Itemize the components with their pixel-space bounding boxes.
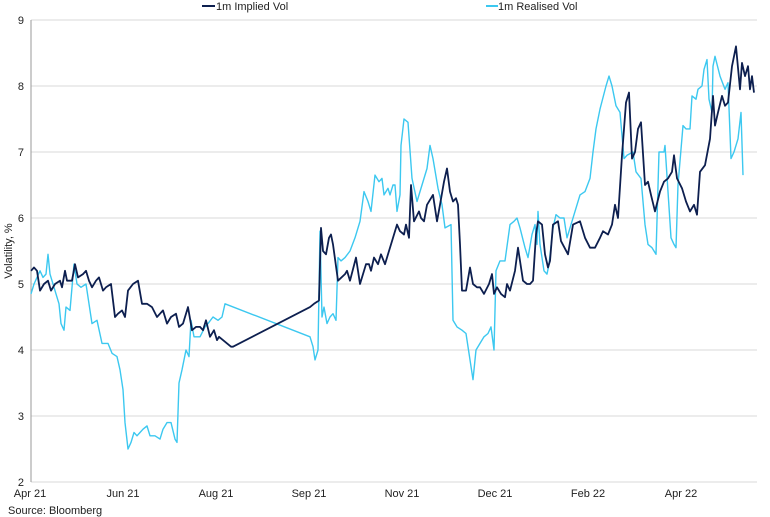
y-tick-label: 6 [18, 213, 24, 225]
x-tick-label: Nov 21 [385, 488, 420, 500]
legend-item-realised: 1m Realised Vol [486, 1, 578, 13]
x-tick-label: Sep 21 [292, 488, 327, 500]
x-tick-label: Apr 22 [665, 488, 697, 500]
source-note: Source: Bloomberg [8, 505, 102, 517]
series-line-realised-vol [30, 55, 744, 450]
y-tick-label: 8 [18, 81, 24, 93]
legend-item-implied: 1m Implied Vol [202, 1, 288, 13]
y-tick-label: 4 [18, 345, 24, 357]
x-tick-label: Apr 21 [14, 488, 46, 500]
y-tick-label: 5 [18, 279, 24, 291]
series-lines [30, 45, 755, 450]
x-tick-label: Aug 21 [199, 488, 234, 500]
y-axis-label: Volatility, % [3, 223, 15, 279]
x-tick-labels: Apr 21 Jun 21 Aug 21 Sep 21 Nov 21 Dec 21 Feb … [14, 488, 697, 500]
x-tick-label: Dec 21 [478, 488, 513, 500]
y-tick-label: 7 [18, 147, 24, 159]
legend-label-realised: 1m Realised Vol [498, 1, 578, 13]
y-tick-label: 9 [18, 15, 24, 27]
y-tick-label: 2 [18, 477, 24, 489]
x-tick-label: Jun 21 [106, 488, 139, 500]
y-tick-labels: 2 3 4 5 6 7 8 9 [18, 15, 24, 489]
x-tick-label: Feb 22 [571, 488, 605, 500]
gridlines [31, 19, 757, 483]
legend: 1m Implied Vol 1m Realised Vol [202, 1, 578, 13]
y-tick-label: 3 [18, 411, 24, 423]
legend-label-implied: 1m Implied Vol [216, 1, 288, 13]
series-line-implied-vol [30, 45, 755, 348]
